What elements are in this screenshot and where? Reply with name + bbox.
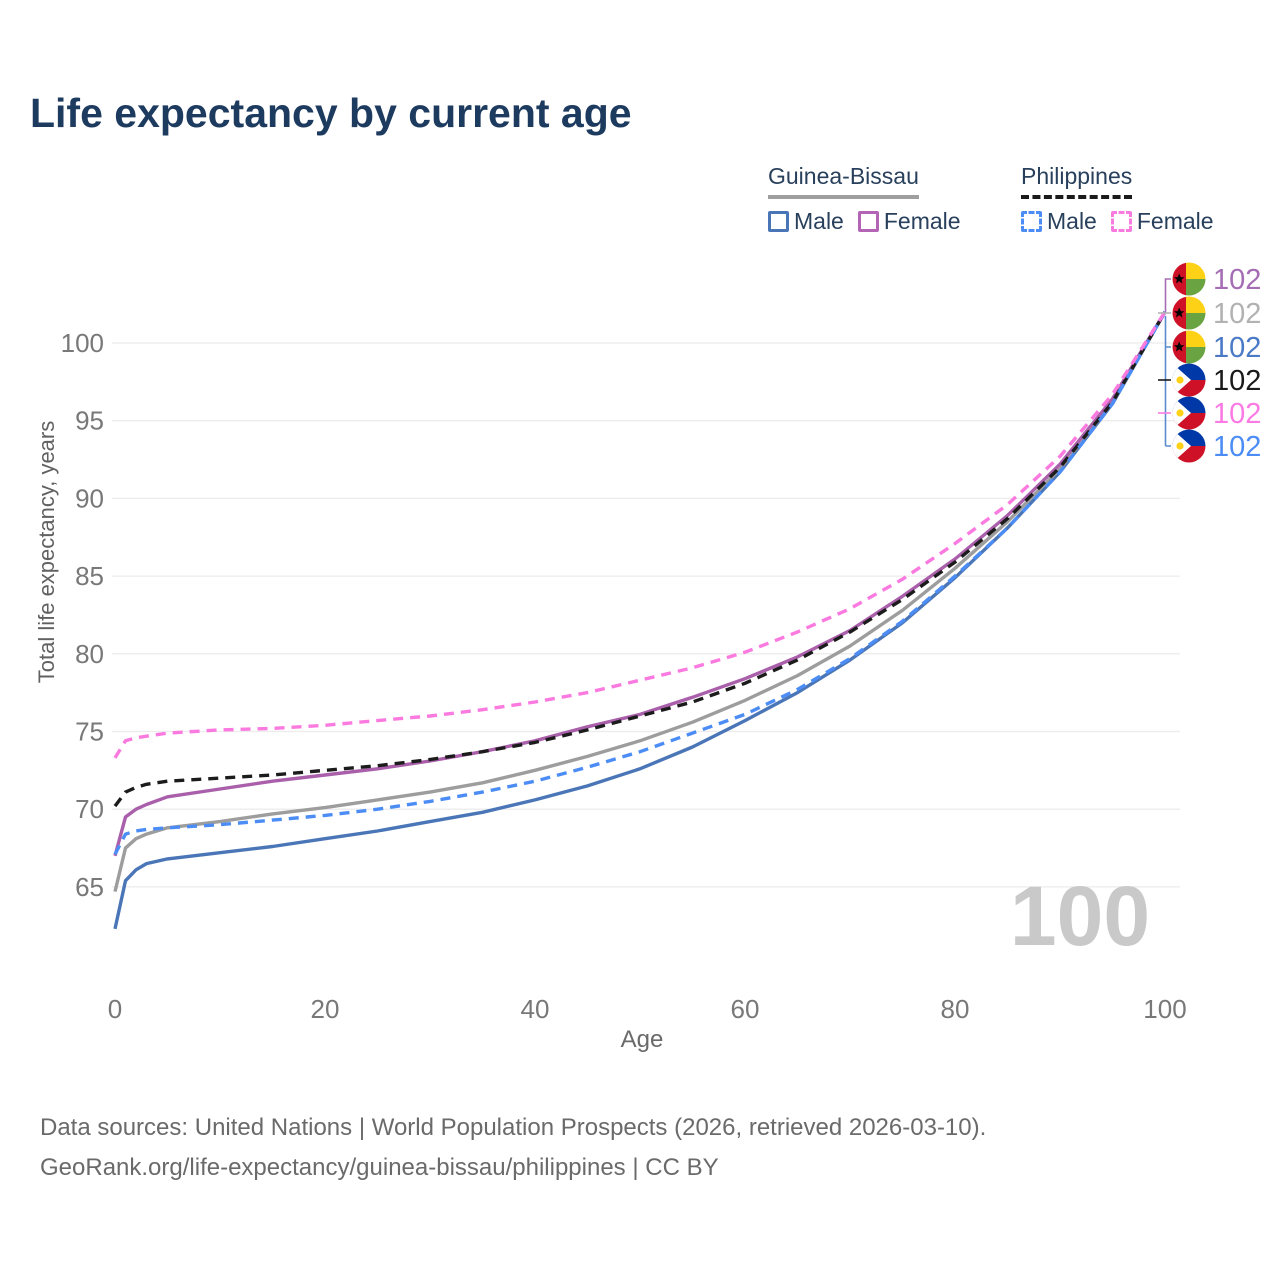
y-tick-label: 70 <box>75 794 104 824</box>
x-tick-label: 20 <box>311 994 340 1024</box>
philippines-flag-icon <box>1172 363 1206 397</box>
x-tick-label: 100 <box>1143 994 1186 1024</box>
line-philippines-total[interactable] <box>113 311 1167 808</box>
philippines-flag-icon <box>1172 429 1206 463</box>
end-label-value: 102 <box>1213 298 1261 330</box>
legend-item-guinea-bissau-male[interactable]: Male <box>768 208 844 235</box>
end-label-row: 102 <box>1172 429 1261 463</box>
male-dashed-swatch-icon <box>1021 211 1042 232</box>
guinea-bissau-flag-icon <box>1172 330 1206 364</box>
legend-group-philippines: Philippines Male Female <box>1021 163 1214 235</box>
line-philippines-female[interactable] <box>113 310 1167 759</box>
legend-group-guinea-bissau: Guinea-Bissau Male Female <box>768 163 961 235</box>
male-solid-swatch-icon <box>768 211 789 232</box>
guinea-bissau-flag-icon <box>1172 262 1206 296</box>
y-tick-label: 90 <box>75 483 104 513</box>
end-label-row: 102 <box>1172 296 1261 330</box>
y-axis-title: Total life expectancy, years <box>34 420 59 684</box>
end-label-value: 102 <box>1213 431 1261 463</box>
axis-ticks: 65 70 75 80 85 90 95 100 0 20 40 60 80 100 <box>61 328 1187 1024</box>
leader-lines <box>1158 278 1171 447</box>
guinea-bissau-flag-icon <box>1172 296 1206 330</box>
line-guinea-bissau-female[interactable] <box>113 311 1167 857</box>
series-layer <box>113 310 1167 930</box>
end-label-row: 102 <box>1172 396 1261 430</box>
end-label-value: 102 <box>1213 264 1261 296</box>
legend-country-philippines[interactable]: Philippines <box>1021 163 1133 199</box>
y-tick-label: 100 <box>61 328 104 358</box>
y-tick-label: 80 <box>75 639 104 669</box>
chart-title: Life expectancy by current age <box>30 90 632 136</box>
y-tick-label: 65 <box>75 872 104 902</box>
age-watermark: 100 <box>1010 869 1150 963</box>
legend-item-label: Male <box>1047 208 1097 234</box>
legend-country-guinea-bissau[interactable]: Guinea-Bissau <box>768 163 919 199</box>
x-tick-label: 80 <box>941 994 970 1024</box>
legend-item-label: Female <box>883 208 961 234</box>
y-tick-label: 85 <box>75 561 104 591</box>
end-label-value: 102 <box>1213 398 1261 430</box>
line-philippines-male[interactable] <box>113 311 1167 856</box>
philippines-flag-icon <box>1172 396 1206 430</box>
line-guinea-bissau-male[interactable] <box>113 311 1167 930</box>
legend-item-label: Female <box>1136 208 1214 234</box>
legend-item-guinea-bissau-female[interactable]: Female <box>857 208 961 235</box>
y-tick-label: 95 <box>75 406 104 436</box>
x-tick-label: 40 <box>521 994 550 1024</box>
x-tick-label: 60 <box>731 994 760 1024</box>
x-axis-title: Age <box>620 1026 664 1053</box>
end-label-row: 102 <box>1172 262 1261 296</box>
y-tick-label: 75 <box>75 717 104 747</box>
end-label-row: 102 <box>1172 330 1261 364</box>
female-solid-swatch-icon <box>857 211 879 232</box>
female-dashed-swatch-icon <box>1110 211 1132 232</box>
x-tick-label: 0 <box>108 994 122 1024</box>
leader-line <box>1164 278 1171 313</box>
legend-item-philippines-female[interactable]: Female <box>1110 208 1214 235</box>
grid-layer <box>112 342 1180 888</box>
footer: Data sources: United Nations | World Pop… <box>40 1108 986 1188</box>
leader-line <box>1164 316 1171 447</box>
footer-attribution: GeoRank.org/life-expectancy/guinea-bissa… <box>40 1154 719 1181</box>
end-label-value: 102 <box>1213 365 1261 397</box>
line-guinea-bissau-total[interactable] <box>113 311 1167 892</box>
end-label-value: 102 <box>1213 332 1261 364</box>
legend-item-philippines-male[interactable]: Male <box>1021 208 1097 235</box>
end-label-row: 102 <box>1172 363 1261 397</box>
legend-item-label: Male <box>794 208 844 234</box>
footer-data-sources: Data sources: United Nations | World Pop… <box>40 1114 987 1141</box>
